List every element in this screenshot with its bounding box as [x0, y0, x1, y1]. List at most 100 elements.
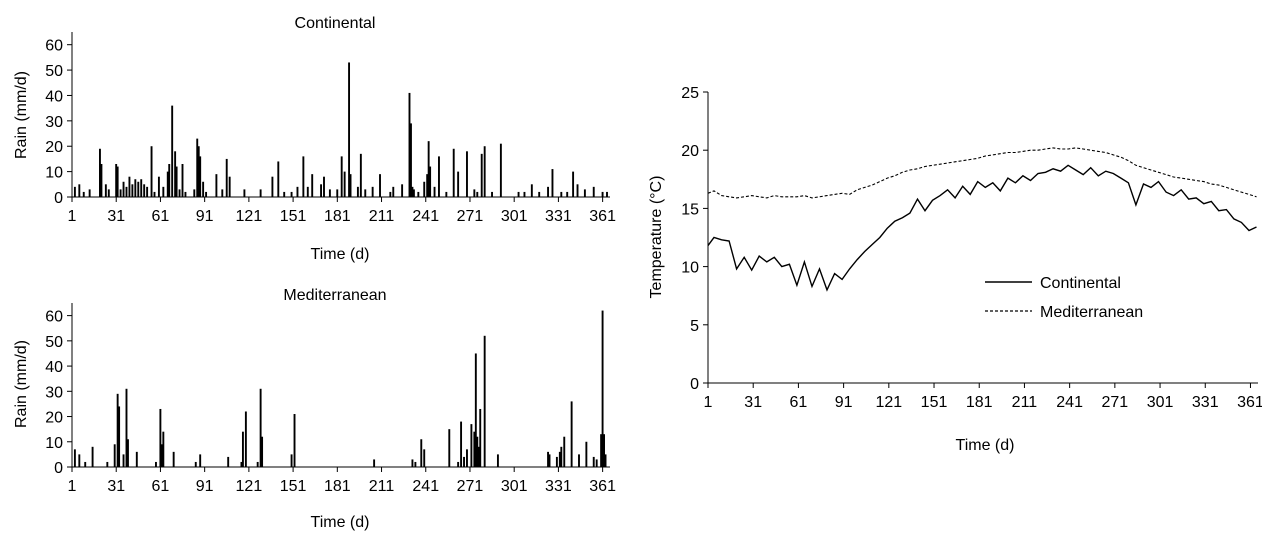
mediterranean-rain-bar: [563, 436, 566, 467]
continental-rain-bar: [411, 186, 414, 197]
mediterranean-rain-bar: [194, 461, 197, 467]
mediterranean-rain-bar: [240, 461, 243, 467]
mediterranean-rain-bar: [604, 454, 607, 467]
continental-y-axis-label: Rain (mm/d): [13, 71, 30, 159]
mediterranean-x-tick-label: 91: [196, 478, 214, 495]
continental-rain-bar: [271, 176, 274, 197]
mediterranean-rain-bar: [558, 451, 561, 467]
continental-rain-bar: [412, 189, 415, 197]
mediterranean-rain-bar: [595, 459, 598, 467]
mediterranean-y-tick-label: 0: [54, 460, 63, 477]
continental-rain-bar: [438, 156, 440, 197]
continental-rain-bar: [205, 191, 208, 197]
continental-rain-bar: [408, 92, 411, 197]
mediterranean-rain-bar: [84, 461, 87, 467]
mediterranean-rain-bar: [199, 454, 202, 467]
continental-x-tick-label: 361: [589, 208, 616, 225]
mediterranean-y-tick-label: 60: [45, 309, 63, 326]
mediterranean-x-tick-label: 31: [107, 478, 125, 495]
mediterranean-rain-bar: [414, 461, 417, 467]
continental-rain-bar: [197, 146, 200, 197]
mediterranean-rain-bar: [460, 421, 463, 467]
continental-rain-bar: [547, 186, 549, 197]
continental-rain-bar: [523, 191, 526, 197]
continental-rain-bar: [243, 189, 246, 197]
mediterranean-rain-bar: [560, 446, 563, 467]
continental-rain-bar: [423, 181, 426, 197]
continental-y-tick-label: 60: [45, 38, 63, 55]
mediterranean-x-tick-label: 241: [412, 478, 439, 495]
mediterranean-rain-bar: [256, 461, 259, 467]
continental-x-tick-label: 1: [68, 208, 77, 225]
continental-rain-bar: [146, 186, 149, 197]
mediterranean-rain-bar: [91, 446, 94, 467]
continental-rain-bar: [296, 186, 299, 197]
temperature-axes: 0 5 10 15 20 25 1 31 61 91 121 151 181 211 241 271 301 33…: [681, 85, 1262, 411]
mediterranean-x-tick-label: 151: [280, 478, 307, 495]
continental-rain-bar: [184, 191, 187, 197]
continental-y-tick-label: 0: [54, 190, 63, 207]
mediterranean-rain-bar: [293, 414, 296, 467]
mediterranean-rain-bar: [463, 456, 465, 467]
continental-rain-bar: [131, 184, 134, 197]
continental-x-tick-label: 301: [501, 208, 528, 225]
continental-rain-bar: [302, 156, 305, 197]
continental-rain-bar: [348, 62, 351, 197]
continental-rain-bar: [359, 153, 362, 197]
temperature-x-tick-label: 241: [1056, 394, 1083, 411]
temperature-x-tick-label: 31: [744, 394, 762, 411]
temperature-x-tick-label: 181: [966, 394, 993, 411]
mediterranean-rain-bar: [113, 444, 116, 467]
continental-rain-bar: [168, 164, 171, 197]
continental-rain-bar: [343, 171, 346, 197]
continental-rain-bar: [174, 151, 177, 197]
continental-rain-bar: [427, 141, 430, 197]
continental-rain-bar: [601, 191, 604, 197]
continental-x-tick-label: 271: [457, 208, 484, 225]
continental-rain-bar: [122, 181, 125, 197]
temperature-x-tick-label: 151: [921, 394, 948, 411]
mediterranean-rain-bar: [118, 406, 121, 467]
mediterranean-rain-bar: [259, 388, 262, 467]
continental-rain-bar: [140, 179, 143, 197]
mediterranean-rain-bar: [423, 449, 426, 467]
temperature-x-tick-label: 1: [704, 394, 713, 411]
continental-rain-bar: [143, 184, 146, 197]
continental-rain-bar: [572, 171, 575, 197]
mediterranean-rain-bar: [160, 444, 163, 467]
mediterranean-axes: 0 10 20 30 40 50 60 1 31 61 91 121 151 181 211 241 271 30…: [45, 303, 616, 495]
continental-rain-bar: [196, 138, 199, 197]
continental-rain-bar: [134, 179, 137, 197]
series-line-mediterranean: [707, 147, 1257, 199]
mediterranean-x-tick-label: 271: [457, 478, 484, 495]
mediterranean-y-tick-label: 20: [45, 410, 63, 427]
legend-label-continental: Continental: [1040, 275, 1121, 292]
mediterranean-rain-bar: [106, 461, 109, 467]
continental-rain-bar: [371, 186, 374, 197]
continental-x-axis-label: Time (d): [311, 246, 370, 263]
temperature-y-tick-label: 0: [690, 376, 699, 393]
mediterranean-rain-bar: [466, 449, 468, 467]
mediterranean-rain-bar: [470, 424, 473, 467]
mediterranean-rain-bar: [555, 456, 558, 467]
continental-rain-bar: [320, 184, 323, 197]
temperature-x-tick-label: 301: [1147, 394, 1174, 411]
temperature-x-tick-label: 61: [790, 394, 808, 411]
continental-rain-bar: [457, 171, 460, 197]
continental-rain-bar: [82, 191, 85, 197]
temperature-y-tick-label: 10: [681, 260, 699, 277]
continental-rain-bar: [153, 191, 156, 197]
continental-rain-bar: [193, 189, 196, 197]
continental-rain-bar: [107, 189, 110, 197]
legend-label-mediterranean: Mediterranean: [1040, 304, 1143, 321]
mediterranean-rain-bar: [125, 388, 128, 467]
continental-x-tick-label: 331: [545, 208, 572, 225]
mediterranean-y-tick-label: 30: [45, 384, 63, 401]
continental-rain-bar: [311, 174, 314, 197]
continental-x-tick-label: 211: [369, 208, 395, 225]
continental-y-tick-label: 20: [45, 139, 63, 156]
continental-rain-bar: [215, 174, 218, 197]
continental-rain-bar: [119, 189, 122, 197]
mediterranean-x-tick-label: 181: [324, 478, 351, 495]
continental-rain-bar: [379, 174, 381, 197]
